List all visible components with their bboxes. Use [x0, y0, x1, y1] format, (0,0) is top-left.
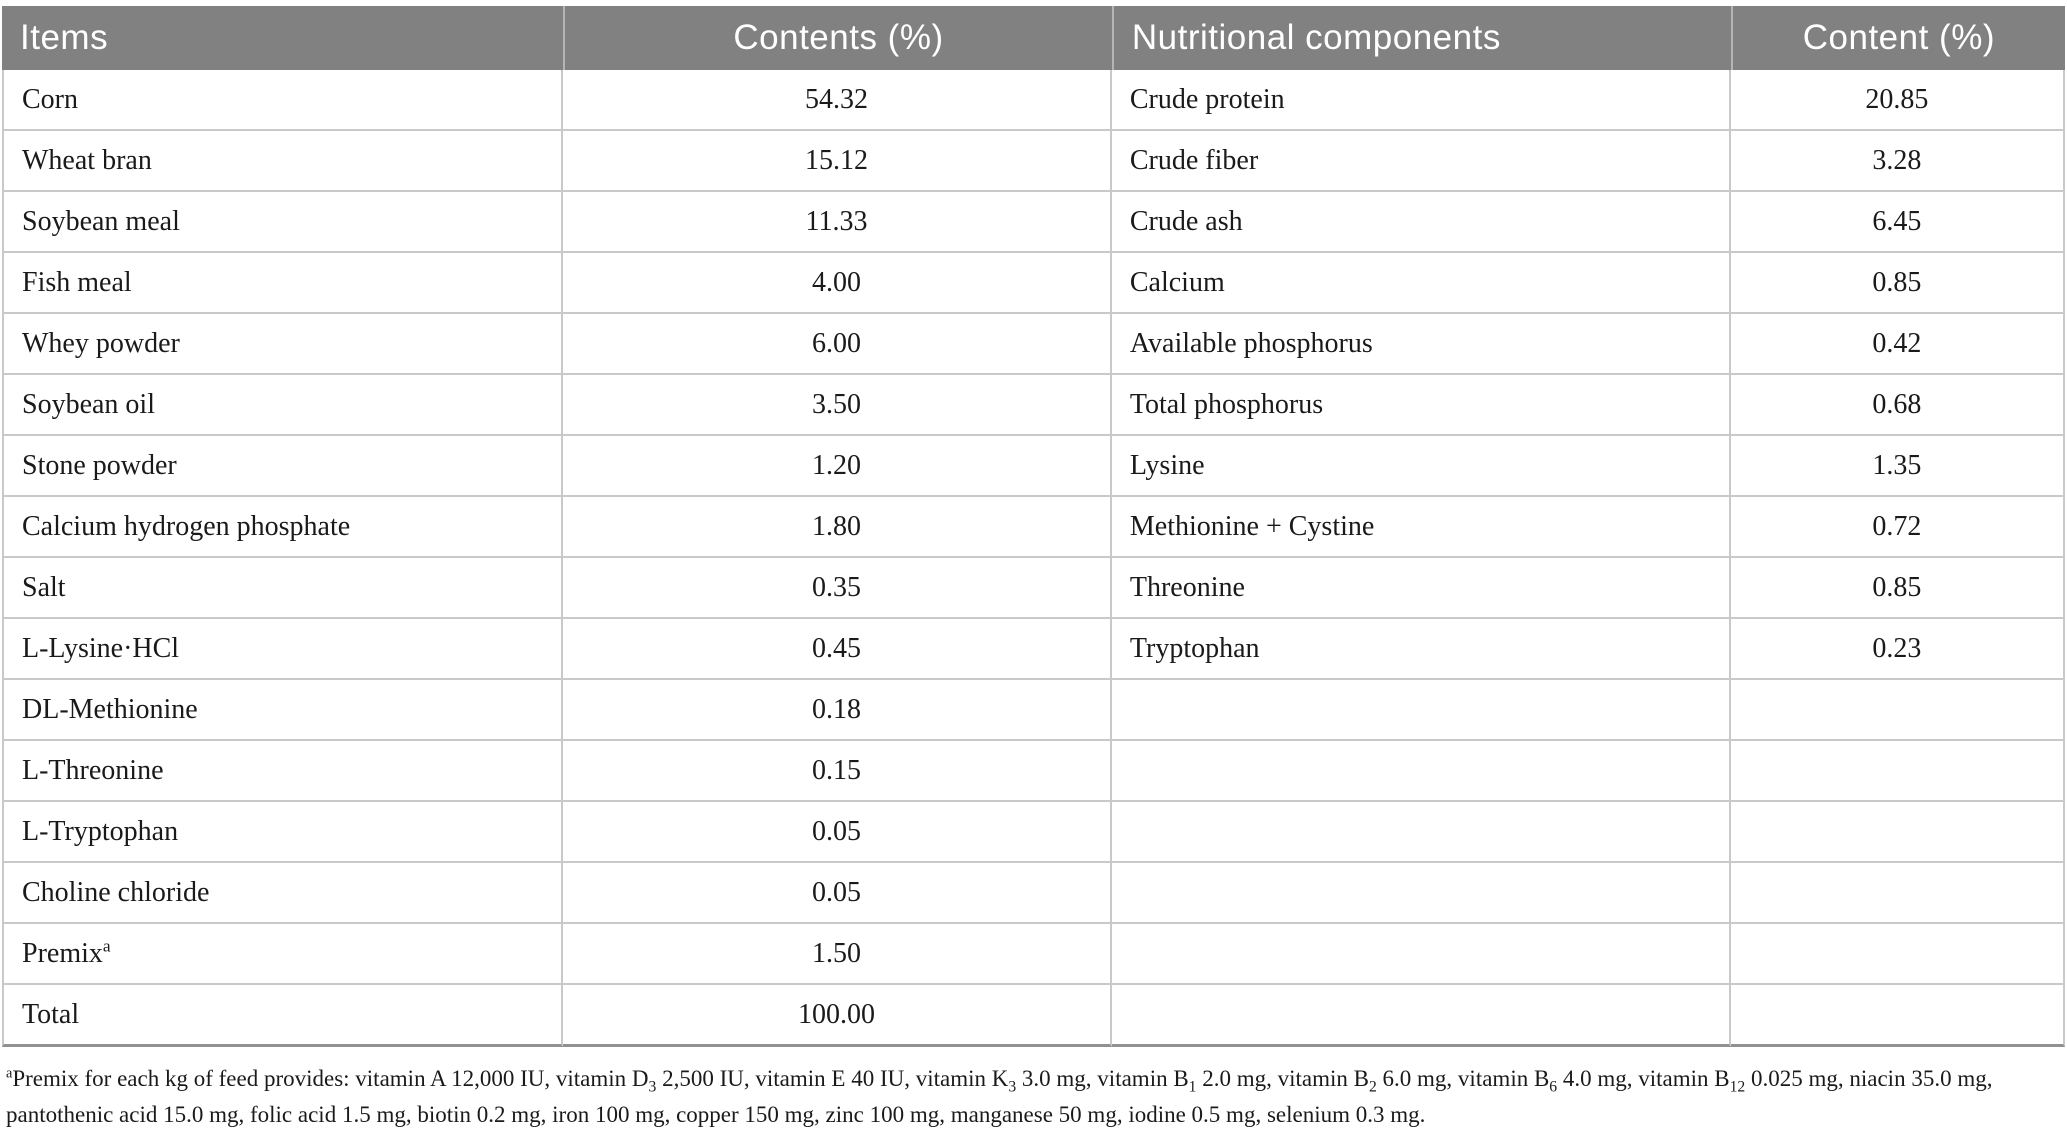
- item-cell: Corn: [2, 70, 564, 131]
- item-content-cell: 0.35: [563, 558, 1112, 619]
- nutrient-cell: Calcium: [1111, 253, 1731, 314]
- table-row: Salt 0.35 Threonine 0.85: [2, 558, 2065, 619]
- nutrient-content-cell: [1730, 985, 2065, 1047]
- diet-composition-table: Items Contents (%) Nutritional component…: [2, 6, 2065, 1047]
- nutrient-cell: [1111, 741, 1731, 802]
- nutrient-content-cell: [1730, 741, 2065, 802]
- item-content-cell: 0.05: [563, 802, 1112, 863]
- item-content-cell: 0.18: [563, 680, 1112, 741]
- item-cell: L-Threonine: [2, 741, 564, 802]
- item-cell: Calcium hydrogen phosphate: [2, 497, 564, 558]
- nutrient-cell: Tryptophan: [1111, 619, 1731, 680]
- item-cell: L-Lysine·HCl: [2, 619, 564, 680]
- nutrient-cell: Lysine: [1111, 436, 1731, 497]
- item-content-cell: 11.33: [563, 192, 1112, 253]
- item-content-cell: 1.50: [563, 924, 1112, 985]
- nutrient-cell: Crude protein: [1111, 70, 1731, 131]
- item-cell: Salt: [2, 558, 564, 619]
- nutrient-cell: Methionine + Cystine: [1111, 497, 1731, 558]
- table-row: Premixa 1.50: [2, 924, 2065, 985]
- item-cell: Soybean oil: [2, 375, 564, 436]
- nutrient-content-cell: 0.85: [1730, 558, 2065, 619]
- table-row: Stone powder 1.20 Lysine 1.35: [2, 436, 2065, 497]
- nutrient-cell: Crude ash: [1111, 192, 1731, 253]
- nutrient-cell: [1111, 802, 1731, 863]
- nutrient-content-cell: 20.85: [1730, 70, 2065, 131]
- header-nutritional-components: Nutritional components: [1111, 6, 1731, 70]
- nutrient-cell: [1111, 924, 1731, 985]
- item-content-cell: 1.80: [563, 497, 1112, 558]
- nutrient-content-cell: 3.28: [1730, 131, 2065, 192]
- nutrient-cell: [1111, 985, 1731, 1047]
- table-row: DL-Methionine 0.18: [2, 680, 2065, 741]
- item-cell: Premixa: [2, 924, 564, 985]
- table-row: Corn 54.32 Crude protein 20.85: [2, 70, 2065, 131]
- table-row: Choline chloride 0.05: [2, 863, 2065, 924]
- item-cell: Fish meal: [2, 253, 564, 314]
- header-row: Items Contents (%) Nutritional component…: [2, 6, 2065, 70]
- item-content-cell: 1.20: [563, 436, 1112, 497]
- item-content-cell: 0.45: [563, 619, 1112, 680]
- table-row: Total 100.00: [2, 985, 2065, 1047]
- nutrient-content-cell: [1730, 863, 2065, 924]
- nutrient-cell: Threonine: [1111, 558, 1731, 619]
- nutrient-content-cell: 0.72: [1730, 497, 2065, 558]
- item-content-cell: 6.00: [563, 314, 1112, 375]
- table-header: Items Contents (%) Nutritional component…: [2, 6, 2065, 70]
- nutrient-cell: [1111, 680, 1731, 741]
- nutrient-cell: Available phosphorus: [1111, 314, 1731, 375]
- item-cell: Total: [2, 985, 564, 1047]
- nutrient-content-cell: [1730, 680, 2065, 741]
- item-content-cell: 0.15: [563, 741, 1112, 802]
- nutrient-content-cell: 6.45: [1730, 192, 2065, 253]
- table-body: Corn 54.32 Crude protein 20.85 Wheat bran 15.…: [2, 70, 2065, 1047]
- table-row: Fish meal 4.00 Calcium 0.85: [2, 253, 2065, 314]
- item-content-cell: 4.00: [563, 253, 1112, 314]
- header-items: Items: [2, 6, 564, 70]
- table-row: L-Threonine 0.15: [2, 741, 2065, 802]
- nutrient-cell: [1111, 863, 1731, 924]
- nutrient-content-cell: 1.35: [1730, 436, 2065, 497]
- item-cell: L-Tryptophan: [2, 802, 564, 863]
- header-contents-pct: Contents (%): [563, 6, 1112, 70]
- nutrient-content-cell: 0.23: [1730, 619, 2065, 680]
- nutrient-content-cell: 0.85: [1730, 253, 2065, 314]
- item-cell: DL-Methionine: [2, 680, 564, 741]
- nutrient-content-cell: 0.68: [1730, 375, 2065, 436]
- item-content-cell: 100.00: [563, 985, 1112, 1047]
- table-footnote: aPremix for each kg of feed provides: vi…: [6, 1065, 1993, 1127]
- nutrient-content-cell: [1730, 924, 2065, 985]
- nutrient-cell: Total phosphorus: [1111, 375, 1731, 436]
- table-row: Calcium hydrogen phosphate 1.80 Methionine…: [2, 497, 2065, 558]
- item-content-cell: 54.32: [563, 70, 1112, 131]
- nutrient-content-cell: [1730, 802, 2065, 863]
- nutrient-content-cell: 0.42: [1730, 314, 2065, 375]
- header-content-pct: Content (%): [1730, 6, 2065, 70]
- table-row: Wheat bran 15.12 Crude fiber 3.28: [2, 131, 2065, 192]
- item-content-cell: 15.12: [563, 131, 1112, 192]
- table-row: Soybean meal 11.33 Crude ash 6.45: [2, 192, 2065, 253]
- item-cell: Stone powder: [2, 436, 564, 497]
- nutrient-cell: Crude fiber: [1111, 131, 1731, 192]
- table-row: Soybean oil 3.50 Total phosphorus 0.68: [2, 375, 2065, 436]
- table-row: L-Tryptophan 0.05: [2, 802, 2065, 863]
- item-content-cell: 3.50: [563, 375, 1112, 436]
- item-cell: Choline chloride: [2, 863, 564, 924]
- item-cell: Wheat bran: [2, 131, 564, 192]
- table-row: L-Lysine·HCl 0.45 Tryptophan 0.23: [2, 619, 2065, 680]
- table-row: Whey powder 6.00 Available phosphorus 0.42: [2, 314, 2065, 375]
- item-cell: Whey powder: [2, 314, 564, 375]
- item-content-cell: 0.05: [563, 863, 1112, 924]
- item-cell: Soybean meal: [2, 192, 564, 253]
